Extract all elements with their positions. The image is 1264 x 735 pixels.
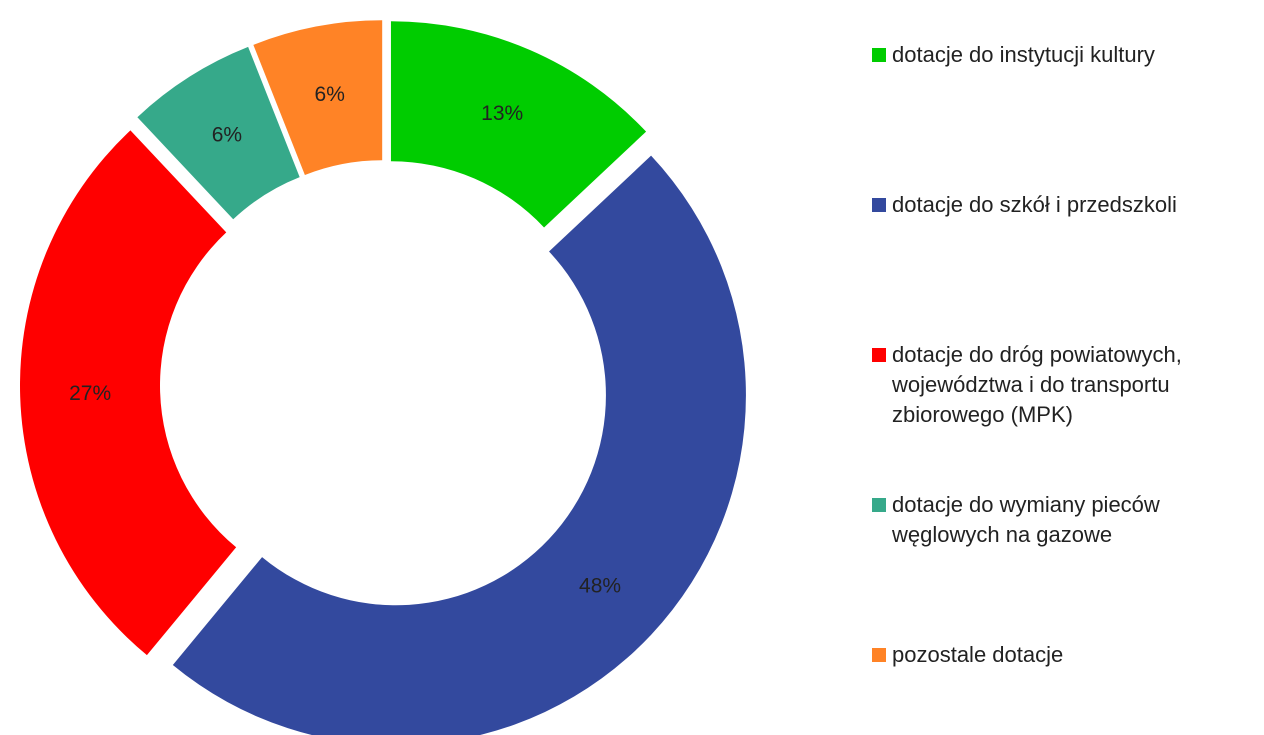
legend-swatch [872,348,886,362]
legend-swatch [872,498,886,512]
legend-entry: pozostale dotacje [872,640,1252,670]
data-label: 48% [579,574,621,597]
legend-label: dotacje do instytucji kultury [892,42,1155,67]
legend-entry: dotacje do wymiany pieców węglowych na g… [872,490,1252,550]
legend-entry: dotacje do instytucji kultury [872,40,1252,70]
legend-swatch [872,48,886,62]
legend-label: pozostale dotacje [892,642,1064,667]
legend-entry: dotacje do szkół i przedszkoli [872,190,1252,220]
data-label: 6% [315,83,345,106]
legend-swatch [872,198,886,212]
legend-label: dotacje do dróg powiatowych, województwa… [892,342,1182,427]
data-label: 6% [212,123,242,146]
donut-slice [20,130,237,656]
legend-entry: dotacje do dróg powiatowych, województwa… [872,340,1252,430]
legend-swatch [872,648,886,662]
donut-slice [172,155,746,735]
donut-slice [253,20,383,176]
donut-slice [137,46,300,220]
legend-label: dotacje do szkół i przedszkoli [892,192,1177,217]
donut-slice [390,21,647,228]
data-label: 27% [69,382,111,405]
chart: 13% 48% 27% 6% 6% [20,20,746,735]
data-label: 13% [481,102,523,125]
legend-label: dotacje do wymiany pieców węglowych na g… [892,492,1160,547]
